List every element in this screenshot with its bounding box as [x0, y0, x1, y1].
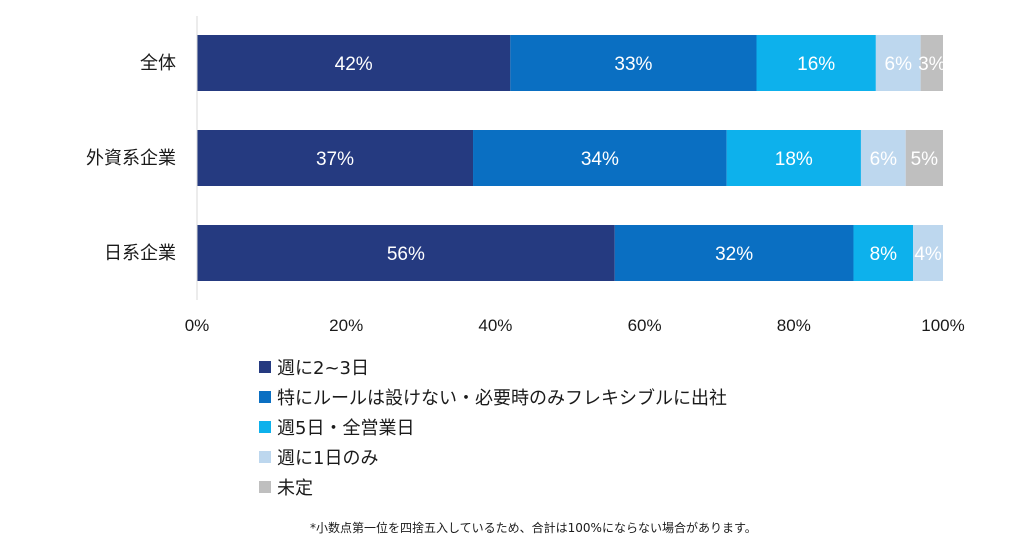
bar-data-label: 6% [870, 149, 898, 170]
bar-data-label: 16% [797, 54, 835, 75]
bar-segment [510, 35, 757, 91]
bar-segment [197, 130, 474, 186]
bar-data-label: 3% [918, 54, 946, 75]
x-tick-label: 20% [329, 316, 363, 335]
legend-label: 週5日・全営業日 [277, 418, 415, 439]
x-tick-label: 80% [777, 316, 811, 335]
legend-item: 未定 [259, 472, 727, 502]
legend-item: 週5日・全営業日 [259, 412, 727, 442]
bar-data-label: 8% [870, 244, 898, 265]
bar-data-label: 32% [715, 244, 753, 265]
x-tick-label: 0% [185, 316, 210, 335]
bar-data-label: 5% [911, 149, 939, 170]
bar-segment [197, 225, 615, 281]
bar-segment [905, 130, 943, 186]
x-tick-label: 40% [478, 316, 512, 335]
bar-segment [197, 35, 511, 91]
legend-swatch [259, 481, 271, 493]
bar-data-label: 37% [316, 149, 354, 170]
category-label: 全体 [140, 53, 176, 73]
legend-label: 週に1日のみ [277, 448, 379, 469]
bar-data-label: 56% [387, 244, 425, 265]
x-tick-label: 100% [921, 316, 964, 335]
bar-segment [473, 130, 727, 186]
legend-item: 週に2~3日 [259, 352, 727, 382]
legend-swatch [259, 361, 271, 373]
legend-swatch [259, 421, 271, 433]
bar-data-label: 18% [775, 149, 813, 170]
bar-segment [614, 225, 854, 281]
legend-label: 特にルールは設けない・必要時のみフレキシブルに出社 [277, 388, 727, 409]
bar-segment [875, 35, 921, 91]
bar-segment [756, 35, 876, 91]
legend-label: 未定 [277, 478, 313, 499]
bar-data-label: 4% [914, 244, 942, 265]
bar-segment [726, 130, 861, 186]
bar-data-label: 42% [335, 54, 373, 75]
category-label: 外資系企業 [86, 148, 176, 168]
bar-segment [920, 35, 943, 91]
bar-data-label: 6% [885, 54, 913, 75]
footnote: *小数点第一位を四捨五入しているため、合計は100%にならない場合があります。 [310, 521, 757, 535]
bar-data-label: 34% [581, 149, 619, 170]
legend-item: 特にルールは設けない・必要時のみフレキシブルに出社 [259, 382, 727, 412]
bar-data-label: 33% [614, 54, 652, 75]
legend-swatch [259, 391, 271, 403]
legend-swatch [259, 451, 271, 463]
bar-segment [853, 225, 914, 281]
bar-segment [913, 225, 943, 281]
category-label: 日系企業 [104, 243, 176, 263]
x-tick-label: 60% [628, 316, 662, 335]
legend-label: 週に2~3日 [277, 358, 369, 379]
bar-segment [860, 130, 906, 186]
legend-item: 週に1日のみ [259, 442, 727, 472]
legend: 週に2~3日特にルールは設けない・必要時のみフレキシブルに出社 週5日・全営業日週… [259, 352, 727, 502]
